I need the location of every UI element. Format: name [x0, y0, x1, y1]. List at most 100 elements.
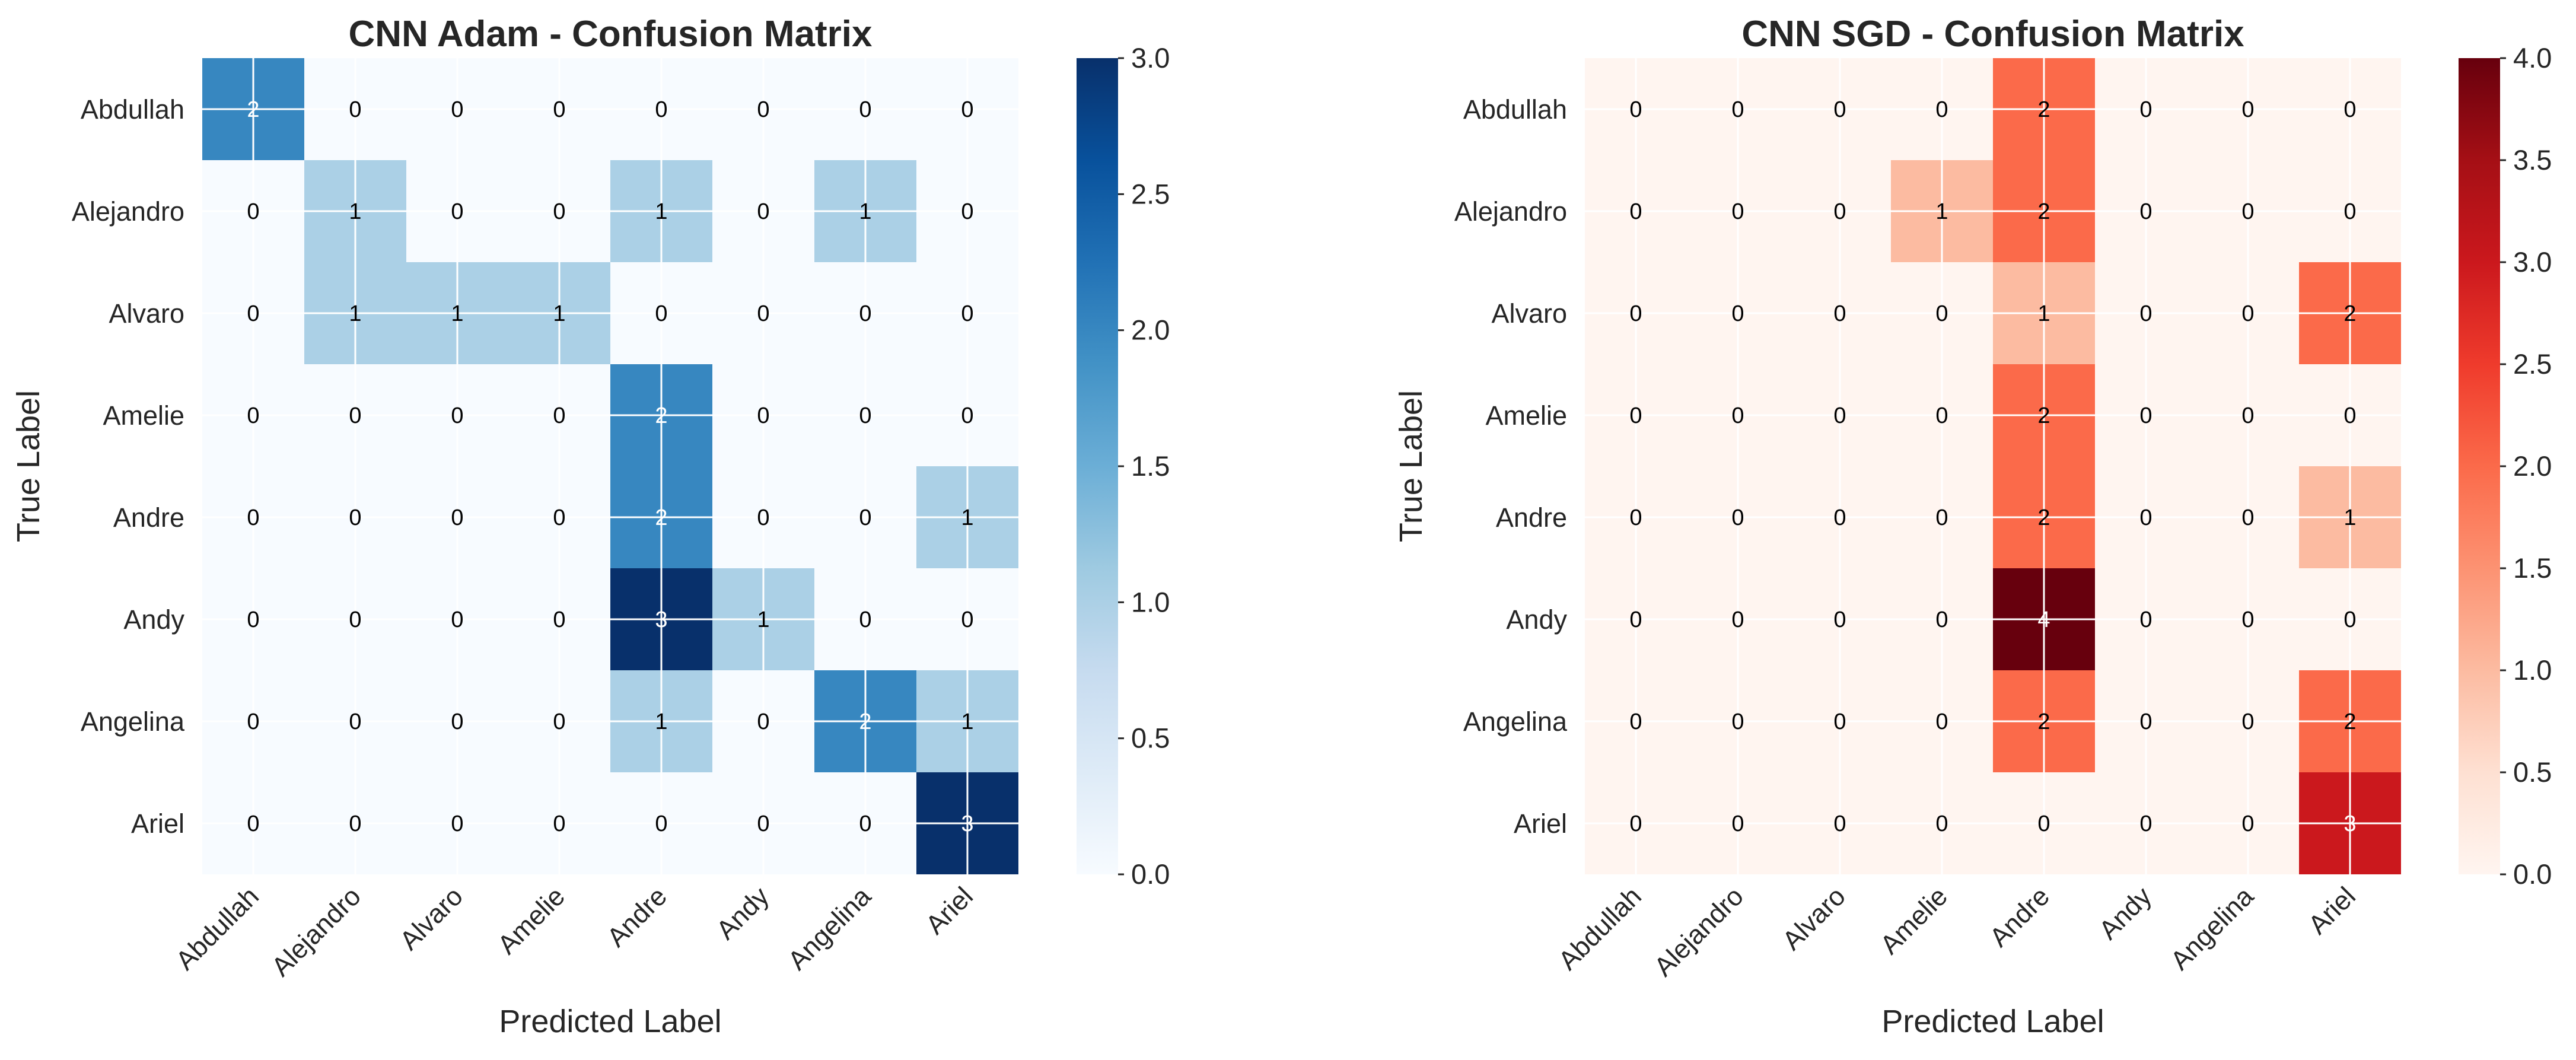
adam-colorbar-tick-label: 2.5	[1131, 178, 1170, 209]
sgd-cell-value-r1-c7: 0	[2343, 199, 2356, 224]
adam-cell-value-r3-c5: 0	[757, 403, 769, 428]
sgd-cell-value-r3-c7: 0	[2343, 403, 2356, 428]
sgd-cell-value-r2-c6: 0	[2241, 301, 2254, 326]
adam-cell-value-r3-c2: 0	[451, 403, 463, 428]
sgd-y-tick-label: Angelina	[1463, 706, 1568, 737]
adam-colorbar-tick-label: 2.0	[1131, 314, 1170, 346]
sgd-x-tick-label: Angelina	[2164, 880, 2260, 976]
adam-cell-value-r4-c7: 1	[961, 505, 973, 530]
sgd-cell-value-r5-c2: 0	[1833, 607, 1846, 632]
adam-cell-value-r2-c4: 0	[655, 301, 667, 326]
adam-cell-value-r5-c5: 1	[757, 607, 769, 632]
sgd-colorbar-tick-label: 3.0	[2513, 246, 2552, 278]
sgd-cell-value-r6-c3: 0	[1935, 709, 1948, 734]
adam-x-tick-label: Amelie	[492, 881, 571, 960]
sgd-x-tick-label: Andy	[2093, 881, 2157, 946]
adam-y-tick-label: Andy	[123, 604, 184, 635]
adam-cell-value-r4-c5: 0	[757, 505, 769, 530]
sgd-cell-value-r0-c5: 0	[2139, 97, 2152, 122]
sgd-cell-value-r3-c6: 0	[2241, 403, 2254, 428]
adam-y-tick-label: Angelina	[81, 706, 185, 737]
sgd-cell-value-r3-c3: 0	[1935, 403, 1948, 428]
sgd-cell-value-r1-c0: 0	[1629, 199, 1642, 224]
sgd-cell-value-r2-c3: 0	[1935, 301, 1948, 326]
sgd-x-tick-label: Andre	[1983, 881, 2055, 953]
sgd-cell-value-r1-c1: 0	[1731, 199, 1744, 224]
adam-x-tick-label: Abdullah	[170, 881, 265, 976]
sgd-cell-value-r1-c5: 0	[2139, 199, 2152, 224]
sgd-confusion-matrix-panel: 0 0 0 0 2 0 0 0 0 0 0 1 2 0 0 0 0 0 0 0 1 0 0 2 0 0 0 0 2 0 0 0 0 0 0 0 2 0 0 1…	[1393, 14, 2552, 1039]
adam-colorbar-tick-label: 1.0	[1131, 586, 1170, 617]
sgd-y-tick-label: Andy	[1506, 604, 1567, 635]
sgd-cell-value-r1-c3: 1	[1935, 199, 1948, 224]
adam-x-tick-label: Angelina	[782, 880, 877, 976]
sgd-cell-value-r6-c4: 2	[2037, 709, 2050, 734]
adam-cell-value-r1-c0: 0	[247, 199, 259, 224]
adam-cell-value-r6-c6: 2	[859, 709, 871, 734]
sgd-cell-value-r6-c0: 0	[1629, 709, 1642, 734]
adam-cell-value-r6-c0: 0	[247, 709, 259, 734]
sgd-y-tick-label: Ariel	[1514, 808, 1567, 839]
adam-colorbar	[1077, 58, 1118, 874]
sgd-cell-value-r6-c2: 0	[1833, 709, 1846, 734]
adam-cell-value-r4-c0: 0	[247, 505, 259, 530]
sgd-cell-value-r7-c2: 0	[1833, 811, 1846, 836]
adam-cell-value-r6-c5: 0	[757, 709, 769, 734]
adam-cell-value-r1-c4: 1	[655, 199, 667, 224]
adam-cell-value-r1-c7: 0	[961, 199, 973, 224]
sgd-cell-value-r7-c5: 0	[2139, 811, 2152, 836]
adam-cell-value-r0-c6: 0	[859, 97, 871, 122]
sgd-cell-value-r4-c3: 0	[1935, 505, 1948, 530]
sgd-cell-value-r2-c7: 2	[2343, 301, 2356, 326]
adam-cell-value-r3-c4: 2	[655, 403, 667, 428]
adam-cell-value-r0-c4: 0	[655, 97, 667, 122]
adam-x-tick-label: Alejandro	[266, 881, 367, 982]
sgd-cell-value-r2-c0: 0	[1629, 301, 1642, 326]
adam-cell-value-r7-c6: 0	[859, 811, 871, 836]
sgd-cell-value-r0-c7: 0	[2343, 97, 2356, 122]
sgd-cell-value-r2-c1: 0	[1731, 301, 1744, 326]
sgd-cell-value-r1-c2: 0	[1833, 199, 1846, 224]
sgd-x-tick-label: Alvaro	[1776, 881, 1851, 956]
adam-cell-value-r6-c7: 1	[961, 709, 973, 734]
sgd-cell-value-r5-c1: 0	[1731, 607, 1744, 632]
adam-x-axis-label: Predicted Label	[499, 1004, 721, 1039]
sgd-cell-value-r5-c3: 0	[1935, 607, 1948, 632]
adam-cell-value-r1-c3: 0	[553, 199, 565, 224]
sgd-cell-value-r3-c1: 0	[1731, 403, 1744, 428]
sgd-cell-value-r5-c0: 0	[1629, 607, 1642, 632]
sgd-colorbar	[2459, 58, 2500, 874]
sgd-cell-value-r4-c6: 0	[2241, 505, 2254, 530]
adam-cell-value-r4-c3: 0	[553, 505, 565, 530]
sgd-cell-value-r4-c2: 0	[1833, 505, 1846, 530]
sgd-x-tick-label: Abdullah	[1552, 881, 1647, 976]
adam-cell-value-r2-c0: 0	[247, 301, 259, 326]
sgd-cell-value-r0-c3: 0	[1935, 97, 1948, 122]
adam-cell-value-r2-c1: 1	[349, 301, 361, 326]
adam-cell-value-r2-c6: 0	[859, 301, 871, 326]
adam-cell-value-r0-c7: 0	[961, 97, 973, 122]
sgd-cell-value-r2-c2: 0	[1833, 301, 1846, 326]
adam-cell-value-r3-c6: 0	[859, 403, 871, 428]
sgd-y-tick-label: Andre	[1496, 502, 1567, 533]
sgd-colorbar-tick-label: 2.5	[2513, 348, 2552, 380]
adam-cell-value-r0-c2: 0	[451, 97, 463, 122]
sgd-cell-value-r0-c0: 0	[1629, 97, 1642, 122]
sgd-cell-value-r6-c6: 0	[2241, 709, 2254, 734]
sgd-cell-value-r0-c2: 0	[1833, 97, 1846, 122]
sgd-colorbar-tick-label: 1.5	[2513, 552, 2552, 584]
adam-cell-value-r7-c7: 3	[961, 811, 973, 836]
sgd-cell-value-r7-c6: 0	[2241, 811, 2254, 836]
adam-cell-value-r5-c3: 0	[553, 607, 565, 632]
sgd-chart-title: CNN SGD - Confusion Matrix	[1741, 14, 2244, 55]
adam-x-tick-label: Andre	[601, 881, 673, 953]
sgd-cell-value-r4-c0: 0	[1629, 505, 1642, 530]
adam-y-axis-label: True Label	[11, 390, 46, 542]
adam-cell-value-r7-c0: 0	[247, 811, 259, 836]
adam-cell-value-r4-c4: 2	[655, 505, 667, 530]
adam-x-tick-label: Alvaro	[394, 881, 469, 956]
sgd-colorbar-tick-label: 2.0	[2513, 450, 2552, 482]
adam-cell-value-r3-c1: 0	[349, 403, 361, 428]
sgd-cell-value-r1-c4: 2	[2037, 199, 2050, 224]
